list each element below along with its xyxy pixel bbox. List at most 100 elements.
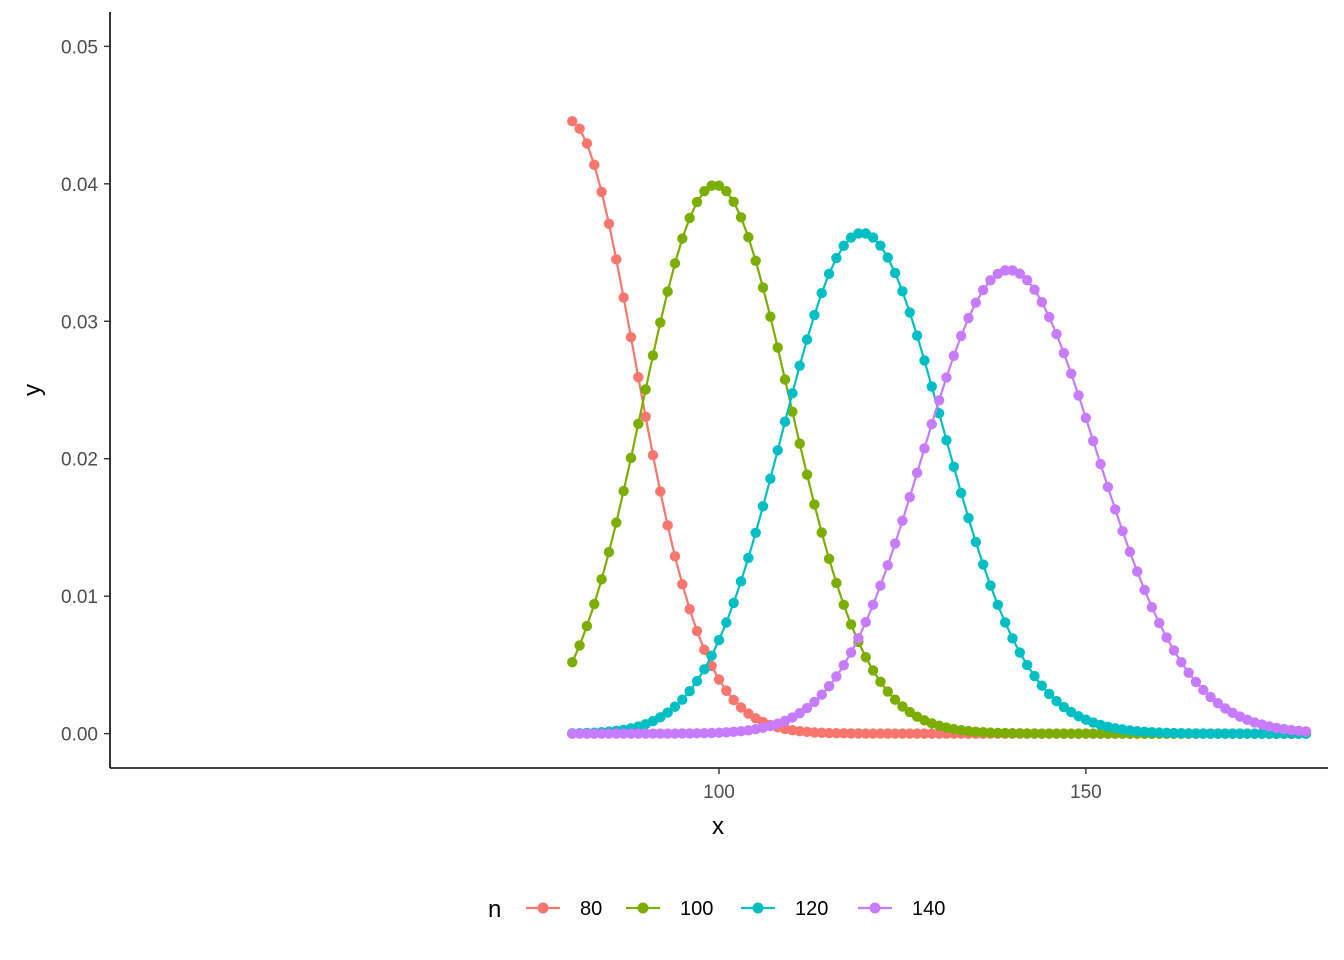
- data-point-120: [684, 685, 695, 697]
- data-point-140: [640, 728, 651, 739]
- data-point-80: [655, 486, 666, 497]
- data-point-120: [838, 240, 849, 252]
- data-point-100: [999, 727, 1011, 739]
- series-line-140: [572, 269, 1307, 735]
- data-point-140: [838, 660, 849, 671]
- data-point-100: [713, 180, 725, 191]
- data-point-120: [1154, 727, 1165, 738]
- data-point-100: [662, 286, 673, 297]
- y-tick-label: 0.02: [61, 450, 98, 471]
- data-point-100: [677, 233, 688, 244]
- data-point-100: [699, 186, 710, 197]
- data-point-140: [1205, 691, 1216, 703]
- data-point-80: [611, 254, 622, 265]
- data-point-100: [1073, 728, 1084, 739]
- data-point-80: [853, 728, 864, 739]
- data-point-140: [706, 727, 717, 739]
- data-point-120: [1161, 727, 1172, 739]
- data-point-140: [911, 467, 923, 479]
- legend-key-point: [537, 902, 549, 914]
- data-point-140: [699, 727, 710, 739]
- data-point-120: [809, 309, 820, 321]
- data-point-80: [728, 694, 739, 706]
- data-point-80: [831, 728, 842, 739]
- data-point-140: [1132, 566, 1143, 577]
- series-line-80: [571, 120, 1306, 735]
- data-point-120: [1058, 701, 1070, 713]
- data-point-100: [757, 282, 769, 293]
- data-point-140: [977, 284, 989, 296]
- data-point-100: [750, 255, 761, 266]
- data-point-120: [926, 381, 937, 392]
- data-point-80: [838, 728, 849, 739]
- data-point-120: [897, 286, 908, 297]
- data-point-80: [904, 728, 915, 739]
- data-point-100: [889, 694, 901, 705]
- data-point-100: [823, 553, 835, 565]
- data-point-120: [1007, 633, 1018, 644]
- data-point-120: [1264, 728, 1275, 739]
- data-point-120: [1256, 728, 1268, 739]
- series-line-120: [572, 232, 1306, 735]
- series-140: [567, 265, 1312, 739]
- data-point-140: [926, 418, 937, 430]
- data-point-120: [1146, 727, 1158, 738]
- data-point-120: [743, 552, 754, 564]
- data-point-140: [691, 728, 703, 739]
- data-point-80: [603, 218, 615, 229]
- data-point-140: [823, 681, 835, 692]
- data-point-100: [765, 311, 776, 322]
- data-point-100: [669, 258, 681, 269]
- data-point-120: [1043, 688, 1055, 700]
- data-point-100: [1080, 728, 1092, 739]
- data-point-140: [1058, 347, 1070, 359]
- data-point-80: [618, 292, 629, 303]
- data-point-80: [589, 159, 600, 171]
- x-tick-label: 150: [1070, 782, 1102, 803]
- data-point-120: [728, 597, 739, 609]
- data-point-140: [589, 728, 600, 739]
- data-point-120: [655, 712, 666, 723]
- data-point-100: [603, 546, 615, 558]
- data-point-140: [655, 728, 666, 739]
- data-point-140: [897, 515, 908, 526]
- legend-item-140: 140: [858, 898, 945, 920]
- plot-area: [567, 115, 1312, 739]
- data-point-140: [1065, 368, 1077, 379]
- data-point-140: [677, 728, 688, 739]
- data-point-140: [1073, 390, 1084, 401]
- legend-key-point: [637, 902, 649, 914]
- data-point-80: [875, 728, 886, 739]
- legend: n 80 100 120 140: [488, 896, 945, 923]
- data-point-120: [669, 701, 681, 712]
- y-axis-title: y: [19, 384, 46, 396]
- data-point-120: [889, 267, 901, 279]
- data-point-100: [633, 418, 644, 430]
- data-point-140: [1080, 412, 1092, 424]
- data-point-120: [779, 416, 791, 427]
- data-point-120: [1205, 728, 1216, 739]
- data-point-120: [713, 634, 725, 646]
- data-point-120: [757, 501, 769, 512]
- data-point-100: [845, 619, 857, 630]
- data-point-120: [963, 512, 974, 524]
- data-point-140: [955, 330, 967, 342]
- data-point-80: [574, 123, 585, 134]
- data-point-120: [1168, 727, 1180, 739]
- data-point-140: [801, 702, 813, 714]
- data-point-120: [1029, 670, 1040, 682]
- data-point-140: [1161, 632, 1172, 643]
- data-point-140: [889, 538, 901, 549]
- x-axis-title: x: [712, 813, 724, 840]
- data-point-120: [1242, 728, 1253, 739]
- data-point-100: [691, 196, 703, 208]
- data-point-100: [992, 727, 1004, 739]
- data-point-140: [1043, 311, 1055, 323]
- data-point-140: [625, 728, 637, 739]
- data-point-140: [1198, 684, 1209, 696]
- data-point-100: [1088, 728, 1099, 739]
- data-point-120: [823, 268, 835, 280]
- x-axis: 100 150: [110, 767, 1328, 803]
- data-point-120: [1212, 728, 1224, 739]
- data-point-140: [816, 689, 827, 700]
